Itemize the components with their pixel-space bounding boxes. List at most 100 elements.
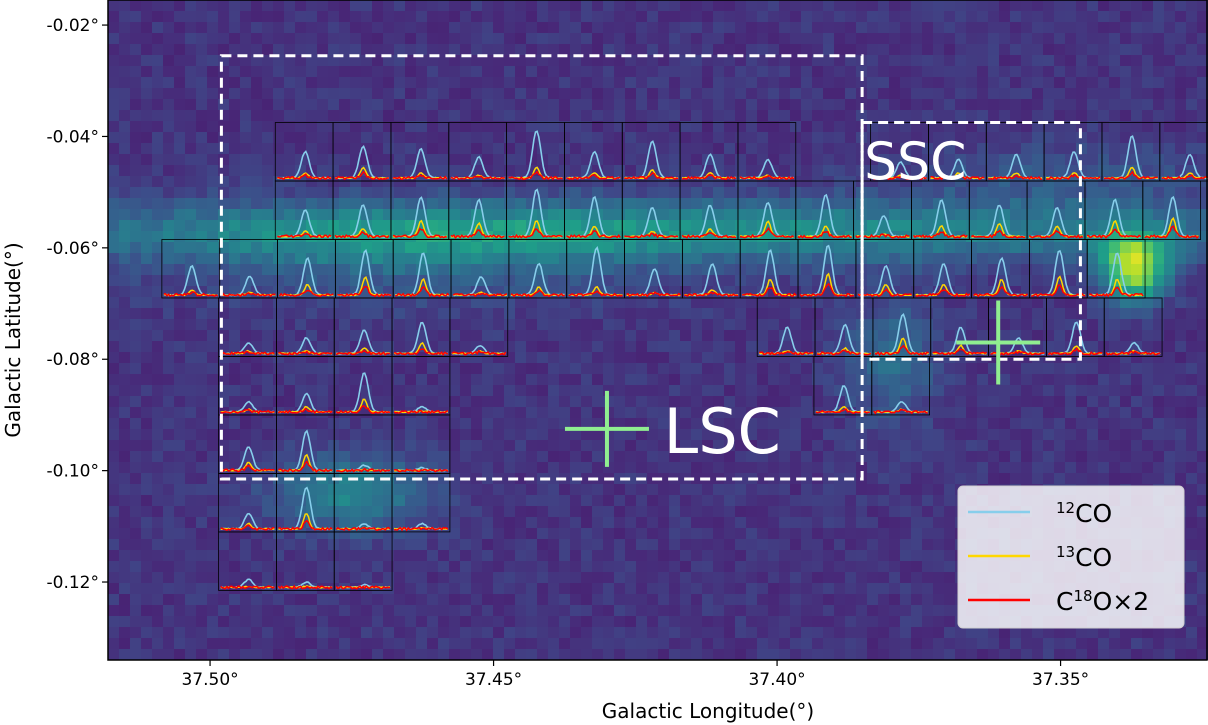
heatmap-pixel	[174, 198, 186, 210]
heatmap-pixel	[273, 176, 285, 188]
heatmap-pixel	[1186, 297, 1198, 309]
heatmap-pixel	[394, 22, 406, 34]
heatmap-pixel	[603, 385, 615, 397]
heatmap-pixel	[823, 154, 835, 166]
heatmap-pixel	[515, 473, 527, 485]
heatmap-pixel	[471, 528, 483, 540]
heatmap-pixel	[1076, 44, 1088, 56]
heatmap-pixel	[669, 374, 681, 386]
heatmap-pixel	[878, 308, 890, 320]
heatmap-pixel	[966, 297, 978, 309]
heatmap-pixel	[229, 154, 241, 166]
heatmap-pixel	[801, 363, 813, 375]
heatmap-pixel	[966, 330, 978, 342]
heatmap-pixel	[482, 385, 494, 397]
heatmap-pixel	[482, 396, 494, 408]
heatmap-pixel	[1109, 121, 1121, 133]
heatmap-pixel	[438, 33, 450, 45]
heatmap-pixel	[1153, 176, 1165, 188]
heatmap-pixel	[867, 22, 879, 34]
heatmap-pixel	[1142, 286, 1154, 298]
heatmap-pixel	[559, 286, 571, 298]
heatmap-pixel	[801, 154, 813, 166]
heatmap-pixel	[768, 209, 780, 221]
heatmap-pixel	[383, 176, 395, 188]
heatmap-pixel	[240, 110, 252, 122]
heatmap-pixel	[548, 220, 560, 232]
heatmap-pixel	[581, 517, 593, 529]
heatmap-pixel	[790, 506, 802, 518]
heatmap-pixel	[251, 275, 263, 287]
heatmap-pixel	[757, 143, 769, 155]
heatmap-pixel	[944, 55, 956, 67]
heatmap-pixel	[1142, 121, 1154, 133]
heatmap-pixel	[218, 22, 230, 34]
heatmap-pixel	[119, 110, 131, 122]
heatmap-pixel	[1076, 99, 1088, 111]
heatmap-pixel	[1186, 275, 1198, 287]
heatmap-pixel	[218, 88, 230, 100]
heatmap-pixel	[317, 517, 329, 529]
heatmap-pixel	[427, 220, 439, 232]
heatmap-pixel	[878, 165, 890, 177]
heatmap-pixel	[108, 165, 120, 177]
heatmap-pixel	[339, 110, 351, 122]
heatmap-pixel	[867, 77, 879, 89]
heatmap-pixel	[735, 495, 747, 507]
heatmap-pixel	[1054, 198, 1066, 210]
heatmap-pixel	[823, 396, 835, 408]
heatmap-pixel	[900, 187, 912, 199]
heatmap-pixel	[515, 286, 527, 298]
heatmap-pixel	[108, 286, 120, 298]
heatmap-pixel	[273, 352, 285, 364]
heatmap-pixel	[746, 385, 758, 397]
heatmap-pixel	[295, 198, 307, 210]
heatmap-pixel	[900, 506, 912, 518]
heatmap-pixel	[328, 418, 340, 430]
heatmap-pixel	[350, 198, 362, 210]
heatmap-pixel	[218, 121, 230, 133]
heatmap-pixel	[449, 308, 461, 320]
heatmap-pixel	[185, 506, 197, 518]
heatmap-pixel	[185, 77, 197, 89]
heatmap-pixel	[284, 77, 296, 89]
heatmap-pixel	[1043, 319, 1055, 331]
heatmap-pixel	[614, 264, 626, 276]
heatmap-pixel	[735, 0, 747, 12]
heatmap-pixel	[757, 55, 769, 67]
heatmap-pixel	[405, 451, 417, 463]
heatmap-pixel	[1076, 385, 1088, 397]
heatmap-pixel	[240, 484, 252, 496]
heatmap-pixel	[1164, 88, 1176, 100]
heatmap-pixel	[526, 231, 538, 243]
heatmap-pixel	[1186, 352, 1198, 364]
heatmap-pixel	[1153, 88, 1165, 100]
heatmap-pixel	[889, 264, 901, 276]
heatmap-pixel	[999, 22, 1011, 34]
heatmap-pixel	[372, 121, 384, 133]
heatmap-pixel	[317, 451, 329, 463]
heatmap-pixel	[306, 264, 318, 276]
heatmap-pixel	[735, 55, 747, 67]
heatmap-pixel	[1032, 154, 1044, 166]
heatmap-pixel	[108, 319, 120, 331]
heatmap-pixel	[196, 33, 208, 45]
heatmap-pixel	[526, 341, 538, 353]
heatmap-pixel	[152, 495, 164, 507]
heatmap-pixel	[361, 121, 373, 133]
heatmap-pixel	[1175, 220, 1187, 232]
heatmap-pixel	[1197, 165, 1208, 177]
heatmap-pixel	[900, 517, 912, 529]
heatmap-pixel	[537, 517, 549, 529]
heatmap-pixel	[262, 176, 274, 188]
heatmap-pixel	[361, 242, 373, 254]
heatmap-pixel	[790, 495, 802, 507]
heatmap-pixel	[889, 363, 901, 375]
heatmap-pixel	[141, 66, 153, 78]
heatmap-pixel	[207, 396, 219, 408]
heatmap-pixel	[1010, 286, 1022, 298]
heatmap-pixel	[625, 55, 637, 67]
heatmap-pixel	[1032, 143, 1044, 155]
heatmap-pixel	[504, 44, 516, 56]
heatmap-pixel	[1065, 440, 1077, 452]
